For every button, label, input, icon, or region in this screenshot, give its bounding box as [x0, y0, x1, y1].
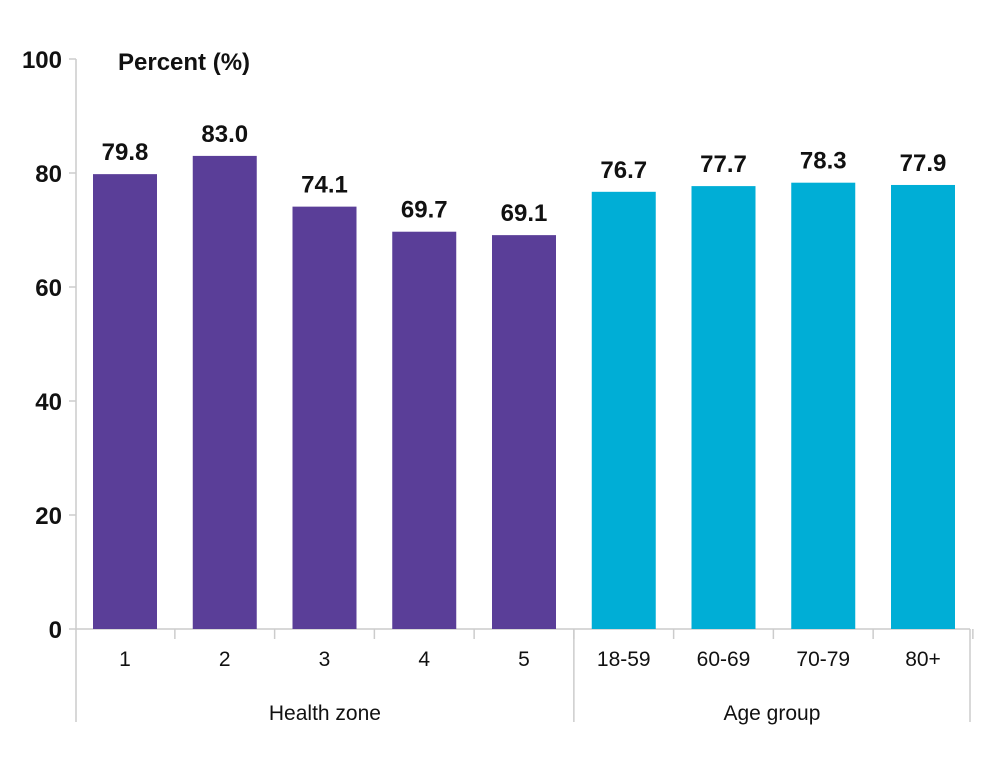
y-tick-label: 100 [22, 47, 62, 74]
bar [93, 174, 157, 629]
x-tick-label: 60-69 [697, 648, 751, 671]
data-label: 83.0 [201, 121, 248, 148]
data-label: 78.3 [800, 148, 847, 175]
bar [292, 206, 357, 629]
y-tick-label: 80 [35, 161, 62, 188]
bar [192, 155, 257, 629]
x-tick-label: 5 [518, 648, 530, 671]
bar [691, 186, 756, 630]
y-tick-label: 20 [35, 503, 62, 530]
data-label: 74.1 [301, 172, 348, 199]
y-tick-label: 60 [35, 275, 62, 302]
data-label: 69.7 [401, 197, 448, 224]
bar [492, 235, 556, 629]
bars [93, 155, 955, 630]
bar [791, 182, 856, 629]
x-tick-label: 18-59 [597, 648, 651, 671]
x-tick-label: 2 [219, 648, 231, 671]
data-label: 76.7 [600, 157, 647, 184]
x-tick-label: 3 [319, 648, 331, 671]
y-axis-label: Percent (%) [118, 49, 250, 76]
bar [392, 231, 457, 629]
group-label: Health zone [269, 702, 381, 725]
data-label: 69.1 [501, 200, 548, 227]
x-tick-label: 70-79 [796, 648, 850, 671]
data-label: 77.9 [900, 150, 947, 177]
data-label: 77.7 [700, 151, 747, 178]
labels: 79.8 1 83.0 2 74.1 3 69.7 4 69.1 5 76.7 18-59 77.7 60… [102, 121, 947, 725]
y-tick-label: 0 [49, 617, 62, 644]
data-label: 79.8 [102, 139, 149, 166]
bar [891, 184, 955, 629]
group-label: Age group [723, 702, 820, 725]
y-tick-label: 40 [35, 389, 62, 416]
x-tick-label: 4 [418, 648, 430, 671]
x-tick-label: 1 [119, 648, 131, 671]
bar [591, 191, 656, 629]
y-axis-ticks: 0 20 40 60 80 100 [22, 47, 76, 644]
x-tick-label: 80+ [905, 648, 941, 671]
